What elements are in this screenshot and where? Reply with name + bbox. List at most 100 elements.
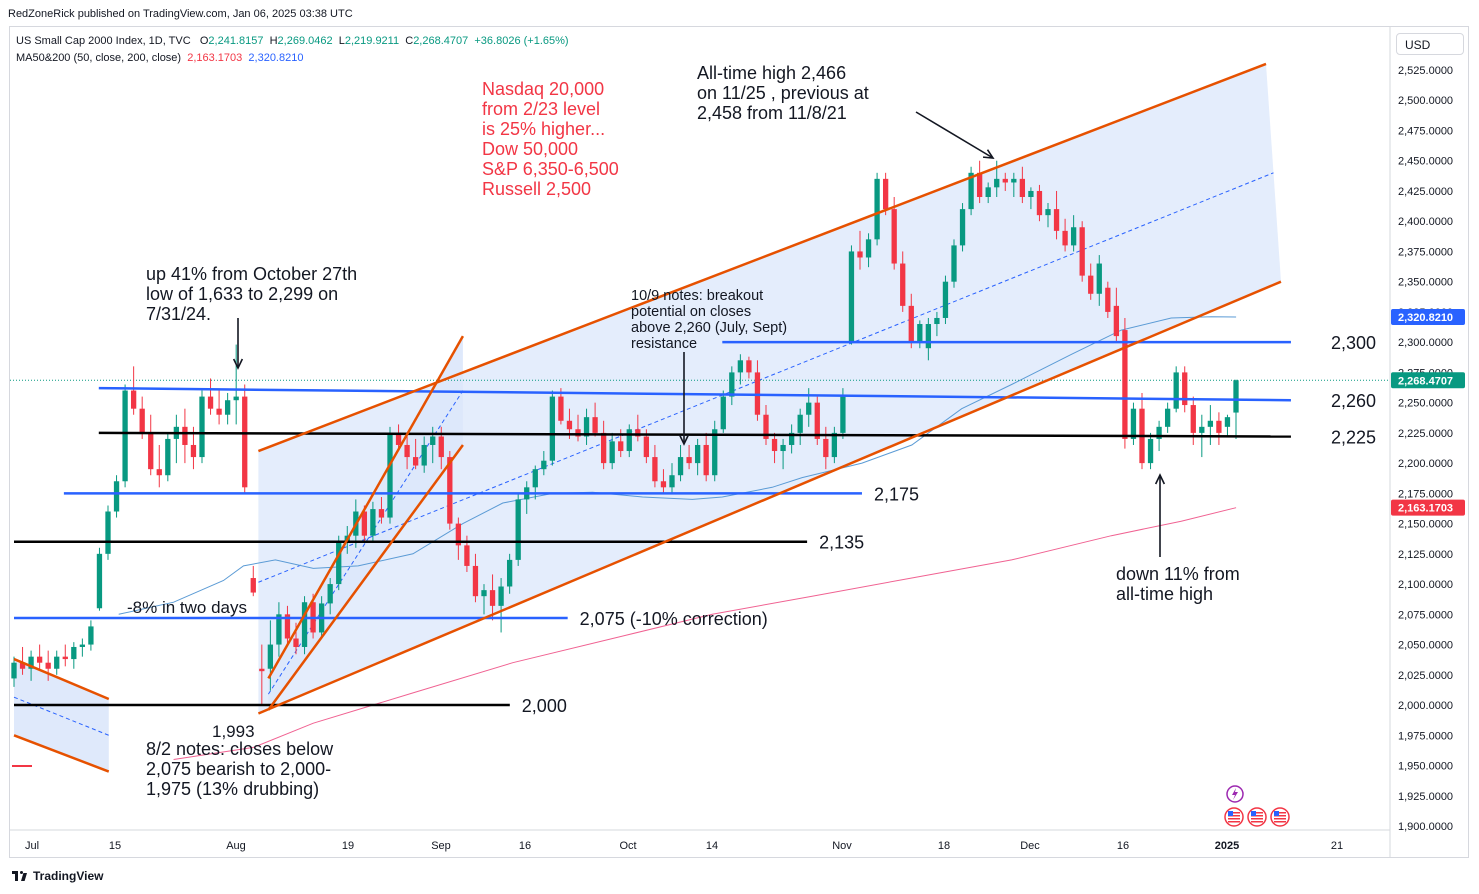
candle-body (900, 263, 906, 306)
candle (600, 420, 607, 470)
candle-body (558, 396, 564, 421)
up41-arrow (232, 318, 244, 370)
candle (156, 444, 162, 488)
candle (412, 438, 419, 470)
price-tick-label: 2,300.0000 (1398, 337, 1453, 349)
candle-body (1182, 372, 1188, 406)
candle (327, 578, 333, 615)
candle-body (865, 239, 872, 258)
candle-body (62, 656, 68, 660)
candle (1028, 187, 1034, 210)
annotation-line: potential on closes (631, 304, 751, 320)
candle (165, 432, 171, 482)
candle-body (165, 438, 171, 476)
price-tag-label: 2,268.4707 (1398, 375, 1453, 387)
candle-body (28, 656, 34, 669)
chart-frame (9, 26, 1469, 858)
candle (1139, 392, 1145, 470)
price-tag-label: 2,320.8210 (1398, 312, 1453, 324)
flag-ring (1270, 807, 1290, 827)
candle (96, 547, 103, 611)
ma-legend[interactable]: MA50&200 (50, close, 200, close) 2,163.1… (16, 52, 303, 64)
candle-body (1147, 438, 1154, 464)
candle-body (250, 578, 256, 593)
flag-canton (1228, 811, 1233, 816)
candle-body (1096, 263, 1102, 294)
candle-body (712, 429, 718, 476)
candle (900, 251, 906, 312)
candle-body (515, 499, 521, 560)
price-tick-label: 2,050.0000 (1398, 640, 1453, 652)
candle-body (447, 457, 453, 524)
currency-selector[interactable]: USD (1396, 33, 1464, 55)
annotation-line: 10/9 notes: breakout (631, 288, 763, 304)
price-tick-label: 2,200.0000 (1398, 458, 1453, 470)
candle-body (874, 178, 880, 240)
candle-body (1233, 380, 1239, 413)
candle (686, 444, 692, 470)
candle (11, 656, 17, 687)
candle (421, 436, 427, 473)
candle (959, 203, 966, 252)
candle (558, 388, 564, 425)
arrow-head (232, 358, 244, 370)
annotation-line: from 2/23 level (482, 99, 600, 119)
candle-body (71, 646, 77, 660)
candle-body (378, 509, 385, 518)
candle-body (968, 172, 974, 210)
candle-body (1053, 209, 1060, 231)
candle-body (404, 444, 410, 458)
candle (575, 414, 581, 442)
candle (729, 366, 735, 406)
candle-body (139, 408, 145, 433)
price-tick-label: 2,000.0000 (1398, 700, 1453, 712)
candle (857, 230, 863, 270)
candle-body (746, 360, 752, 373)
candle (79, 638, 86, 657)
candle-body (1216, 420, 1222, 433)
footer-brand[interactable]: TradingView (12, 869, 103, 883)
candle (395, 424, 402, 452)
level-label: 2,075 (-10% correction) (580, 609, 768, 629)
notes-10-9-arrow (678, 352, 690, 446)
candle-body (532, 469, 538, 488)
candle (797, 408, 803, 445)
candle-body (370, 509, 376, 536)
candle (224, 392, 231, 425)
candle (233, 344, 239, 425)
flag-ring (1224, 807, 1244, 827)
candle-body (592, 417, 598, 433)
candle-body (694, 444, 701, 464)
candle (489, 574, 496, 621)
candle-body (45, 662, 51, 669)
candle (660, 469, 667, 494)
level-label: 2,135 (819, 533, 864, 553)
candle-body (96, 553, 103, 609)
candle (788, 424, 795, 454)
candle (1130, 402, 1137, 445)
symbol-title[interactable]: US Small Cap 2000 Index, 1D, TVC (16, 35, 191, 47)
candle-body (489, 590, 496, 606)
candle-body (814, 402, 820, 439)
flag-stripe (1274, 812, 1286, 814)
ohlc-legend: US Small Cap 2000 Index, 1D, TVC O2,241.… (16, 35, 569, 47)
candle (549, 390, 556, 466)
candle-body (669, 475, 675, 488)
candle (242, 384, 248, 494)
time-tick-label: 16 (1117, 840, 1129, 852)
candle (1045, 203, 1051, 228)
annotation-line: Russell 2,500 (482, 179, 591, 199)
annotation-line: Nasdaq 20,000 (482, 79, 604, 99)
candle (54, 650, 60, 675)
candle-body (1199, 426, 1205, 433)
annotation-line: 7/31/24. (146, 304, 211, 324)
candle (1036, 184, 1043, 222)
price-tick-label: 2,350.0000 (1398, 277, 1453, 289)
channel-line (257, 280, 1282, 715)
annotation-line: up 41% from October 27th (146, 264, 357, 284)
candle-body (336, 541, 342, 585)
us-flag-icon (1270, 807, 1290, 827)
flag-stripe (1251, 812, 1263, 814)
candle (267, 620, 274, 691)
